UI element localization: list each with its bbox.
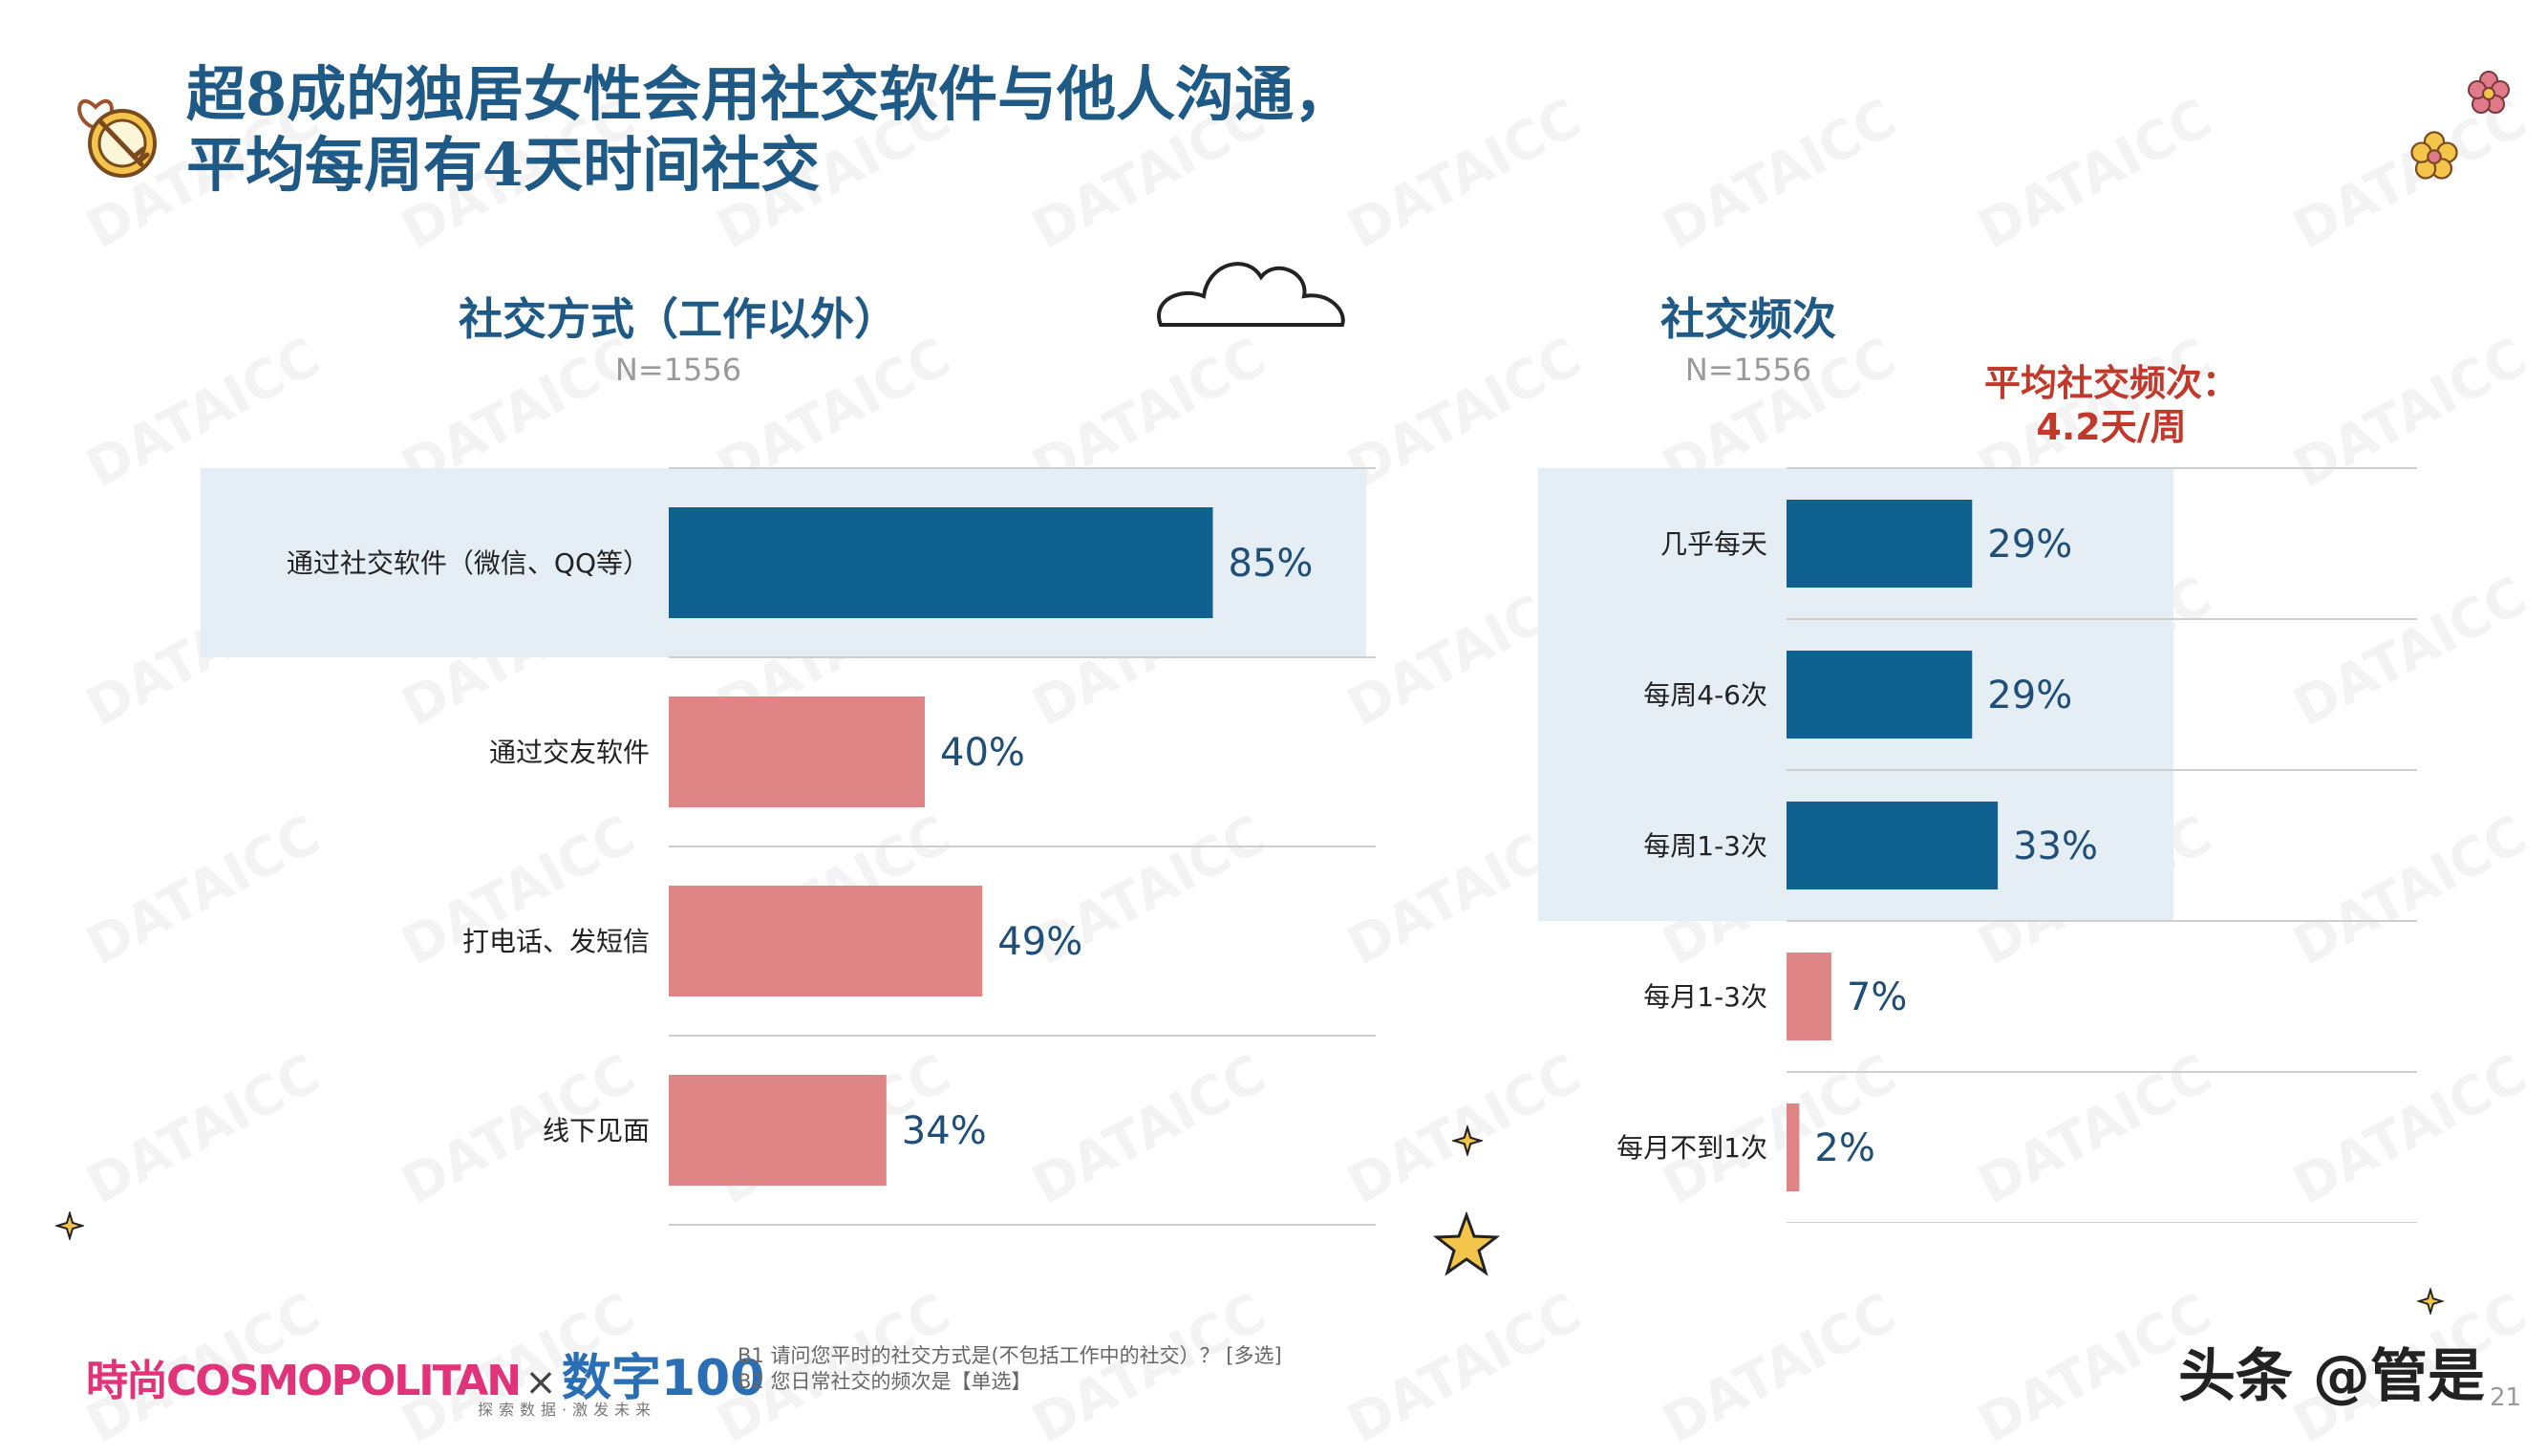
sparkle-icon xyxy=(55,1211,84,1240)
page-title-line1: 超8成的独居女性会用社交软件与他人沟通， xyxy=(186,59,1354,129)
data-label: 2% xyxy=(1814,1126,1874,1170)
footnote-line1: B1 请问您平时的社交方式是(不包括工作中的社交）？ [多选] xyxy=(738,1344,1282,1367)
category-label: 打电话、发短信 xyxy=(462,926,650,957)
bar xyxy=(1787,500,1973,588)
cosmopolitan-logo: 時尚COSMOPOLITAN xyxy=(86,1357,522,1405)
data-label: 49% xyxy=(997,920,1082,964)
sparkle-icon xyxy=(1452,1125,1483,1156)
watermark-text: DATAICC xyxy=(1653,87,1906,261)
shuzi100-logo: 数字100 xyxy=(561,1350,765,1407)
flower-icon xyxy=(2410,131,2458,180)
data-label: 7% xyxy=(1847,975,1907,1019)
average-frequency-label: 平均社交频次： xyxy=(1983,362,2238,404)
category-label: 通过社交软件（微信、QQ等） xyxy=(287,547,650,579)
average-frequency-value: 4.2天/周 xyxy=(2036,406,2187,448)
footnote: B1 请问您平时的社交方式是(不包括工作中的社交）？ [多选] B2 您日常社交… xyxy=(738,1343,1282,1395)
category-label: 每周1-3次 xyxy=(1643,830,1767,862)
brand-separator: × xyxy=(524,1360,557,1404)
bar xyxy=(669,886,983,996)
footnote-line2: B2 您日常社交的频次是【单选】 xyxy=(738,1370,1032,1393)
brand-logos: 時尚COSMOPOLITAN × 数字100 xyxy=(86,1338,764,1409)
data-label: 34% xyxy=(902,1109,987,1153)
bar xyxy=(1787,1103,1800,1191)
category-label: 每月1-3次 xyxy=(1643,981,1767,1013)
data-label: 33% xyxy=(2013,824,2098,868)
category-label: 每月不到1次 xyxy=(1616,1132,1767,1164)
sparkle-icon xyxy=(2417,1288,2444,1315)
author-signature: 头条 @管是 xyxy=(2178,1343,2485,1410)
bar xyxy=(1787,953,1831,1040)
chart1-sample-size: N=1556 xyxy=(614,352,742,388)
page-title: 超8成的独居女性会用社交软件与他人沟通， 平均每周有4天时间社交 xyxy=(186,59,1524,201)
data-label: 85% xyxy=(1229,542,1314,586)
star-icon xyxy=(1433,1211,1500,1276)
bar xyxy=(669,507,1213,618)
shuzi100-slogan: 探索数据·激发未来 xyxy=(478,1401,657,1419)
data-label: 40% xyxy=(940,731,1025,775)
key-heart-icon xyxy=(77,98,157,178)
page-title-line2: 平均每周有4天时间社交 xyxy=(186,130,821,200)
average-frequency-annotation: 平均社交频次： 4.2天/周 xyxy=(1911,361,2312,449)
bar xyxy=(1787,802,1999,889)
cloud-icon xyxy=(1157,262,1345,327)
watermark-text: DATAICC xyxy=(1653,1281,1906,1455)
category-label: 几乎每天 xyxy=(1660,528,1767,560)
category-label: 线下见面 xyxy=(543,1115,650,1146)
chart2-title: 社交频次 xyxy=(1660,293,1836,345)
watermark-text: DATAICC xyxy=(1338,1281,1591,1455)
flower-icon xyxy=(2468,71,2510,114)
chart2-sample-size: N=1556 xyxy=(1684,352,1812,388)
category-label: 通过交友软件 xyxy=(489,737,650,768)
chart1-social-methods: 通过社交软件（微信、QQ等） 85% 通过交友软件 40% 打电话、发短信 49% 线下见面… xyxy=(201,467,1376,1226)
bar xyxy=(669,1075,887,1186)
chart2-social-frequency: 几乎每天 29% 每周4-6次 29% 每周1-3次 33% 每月1-3次 7% 每月不到1次 2… xyxy=(1538,467,2417,1223)
page-number: 21 xyxy=(2490,1383,2522,1412)
data-label: 29% xyxy=(1987,674,2072,717)
bar xyxy=(669,696,925,807)
chart1-title: 社交方式（工作以外） xyxy=(459,293,898,345)
watermark-text: DATAICC xyxy=(1968,87,2221,261)
data-label: 29% xyxy=(1987,523,2072,567)
category-label: 每周4-6次 xyxy=(1643,679,1767,711)
bar xyxy=(1787,651,1973,739)
